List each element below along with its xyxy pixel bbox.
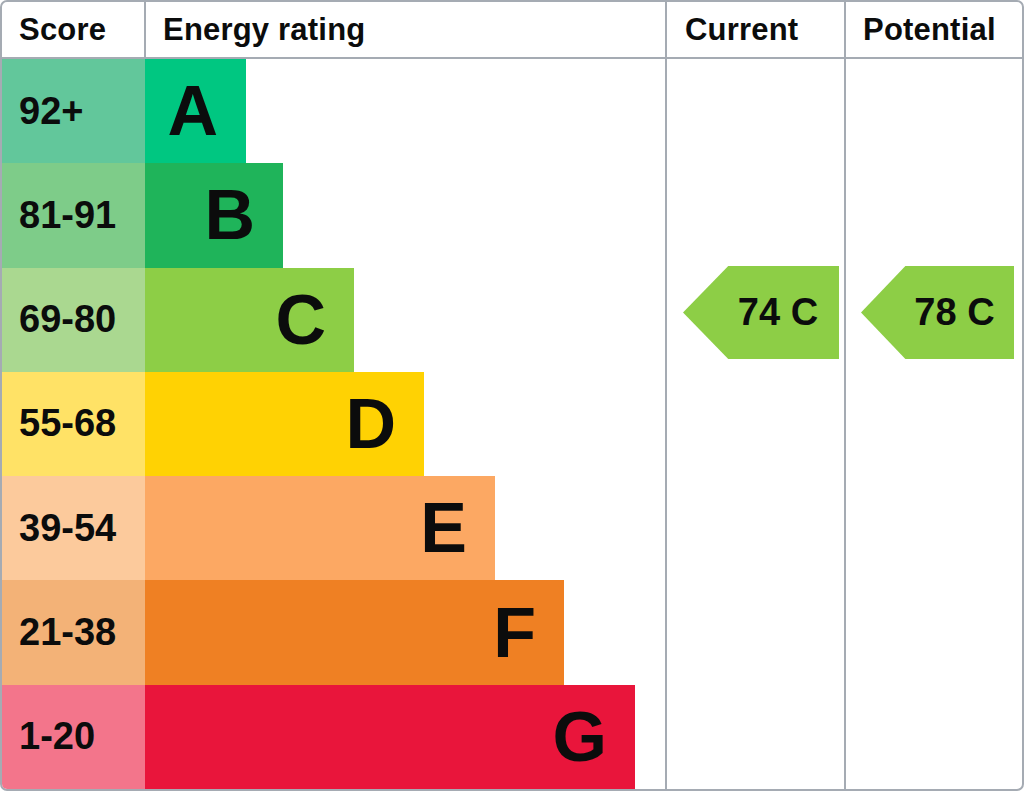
score-cell-c: 69-80 bbox=[2, 268, 145, 372]
header-current: Current bbox=[685, 2, 798, 57]
rating-row-b: 81-91 B bbox=[2, 163, 1022, 267]
score-cell-a: 92+ bbox=[2, 59, 145, 163]
score-range: 92+ bbox=[19, 90, 83, 133]
score-range: 55-68 bbox=[19, 402, 116, 445]
header-energy-rating: Energy rating bbox=[163, 2, 365, 57]
score-range: 21-38 bbox=[19, 611, 116, 654]
rating-letter-a: A bbox=[167, 76, 218, 146]
rating-letter-b: B bbox=[204, 180, 255, 250]
rating-bar-g: G bbox=[145, 685, 635, 789]
rating-row-e: 39-54 E bbox=[2, 476, 1022, 580]
rating-bar-e: E bbox=[145, 476, 495, 580]
rating-rows: 92+ A 81-91 B 69-80 C 55-68 bbox=[2, 59, 1022, 789]
rating-letter-e: E bbox=[420, 493, 467, 563]
rating-bar-d: D bbox=[145, 372, 424, 476]
score-range: 39-54 bbox=[19, 507, 116, 550]
rating-letter-g: G bbox=[553, 702, 607, 772]
score-range: 81-91 bbox=[19, 194, 116, 237]
rating-letter-d: D bbox=[345, 389, 396, 459]
rating-letter-c: C bbox=[275, 285, 326, 355]
potential-rating-value: 78 C bbox=[914, 291, 994, 334]
score-range: 69-80 bbox=[19, 298, 116, 341]
score-cell-f: 21-38 bbox=[2, 580, 145, 684]
rating-row-g: 1-20 G bbox=[2, 685, 1022, 789]
score-cell-e: 39-54 bbox=[2, 476, 145, 580]
rating-bar-b: B bbox=[145, 163, 283, 267]
header-potential: Potential bbox=[863, 2, 996, 57]
rating-row-a: 92+ A bbox=[2, 59, 1022, 163]
current-rating-value: 74 C bbox=[738, 291, 818, 334]
rating-bar-a: A bbox=[145, 59, 246, 163]
rating-bar-f: F bbox=[145, 580, 564, 684]
rating-letter-f: F bbox=[493, 598, 536, 668]
rating-row-d: 55-68 D bbox=[2, 372, 1022, 476]
header-score: Score bbox=[19, 2, 106, 57]
score-range: 1-20 bbox=[19, 715, 95, 758]
score-cell-d: 55-68 bbox=[2, 372, 145, 476]
epc-rating-chart: Score Energy rating Current Potential 92… bbox=[0, 0, 1024, 791]
score-column-divider bbox=[144, 2, 146, 59]
rating-bar-c: C bbox=[145, 268, 354, 372]
rating-row-f: 21-38 F bbox=[2, 580, 1022, 684]
score-cell-b: 81-91 bbox=[2, 163, 145, 267]
score-cell-g: 1-20 bbox=[2, 685, 145, 789]
